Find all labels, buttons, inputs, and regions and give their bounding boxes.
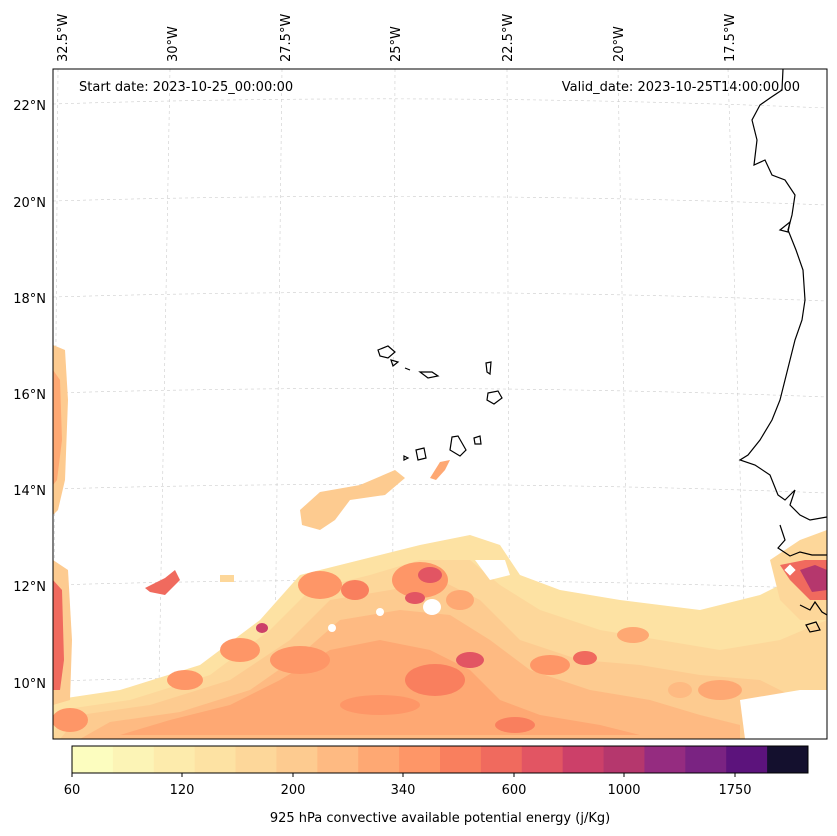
colorbar-segment (153, 746, 196, 773)
island-santo-antao (377, 345, 396, 359)
lon-label: 22.5°W (501, 14, 516, 62)
colorbar-segment (726, 746, 768, 773)
coastlines (377, 69, 827, 633)
colorbar-tick-label: 600 (502, 783, 527, 798)
colorbar-segment (644, 746, 686, 773)
longitude-labels: 32.5°W 30°W 27.5°W 25°W 22.5°W 20°W 17.5… (56, 14, 738, 62)
lon-label: 32.5°W (56, 14, 71, 62)
colorbar-segment (317, 746, 359, 773)
lat-label: 20°N (13, 196, 46, 211)
start-date-label: Start date: 2023-10-25_00:00:00 (79, 80, 293, 95)
lat-label: 16°N (13, 388, 46, 403)
colorbar-tick-label: 60 (64, 783, 81, 798)
lat-label: 12°N (13, 580, 46, 595)
colorbar-segment (685, 746, 727, 773)
valid-date-label: Valid_date: 2023-10-25T14:00:00.00 (562, 80, 800, 95)
colorbar-segment (480, 746, 523, 773)
colorbar-border (71, 745, 809, 774)
colorbar-segment (521, 746, 564, 773)
map-content (53, 69, 827, 739)
colorbar-tick-label: 340 (391, 783, 416, 798)
colorbar-title: 925 hPa convective available potential e… (270, 811, 610, 826)
cape-field (53, 345, 827, 739)
lon-label: 25°W (389, 26, 404, 62)
colorbar-segment (562, 746, 605, 773)
colorbar-segment (358, 746, 400, 773)
lat-label: 22°N (13, 99, 46, 114)
colorbar-segment (194, 746, 237, 773)
map-border (52, 68, 828, 740)
colorbar-segment (399, 746, 441, 773)
lon-label: 27.5°W (279, 14, 294, 62)
colorbar-segment (235, 746, 277, 773)
colorbar-tick-label: 120 (170, 783, 195, 798)
colorbar-tick-label: 1750 (718, 783, 751, 798)
colorbar-segment (276, 746, 318, 773)
colorbar-segment (112, 746, 155, 773)
latitude-labels: 22°N 20°N 18°N 16°N 14°N 12°N 10°N (13, 99, 46, 692)
colorbar-segment (72, 746, 114, 773)
lon-label: 17.5°W (723, 14, 738, 62)
colorbar-segment (603, 746, 645, 773)
colorbar-tick-label: 1000 (607, 783, 640, 798)
colorbar-ticks: 60 120 200 340 600 1000 1750 (64, 783, 752, 798)
lat-label: 10°N (13, 677, 46, 692)
lon-label: 30°W (166, 26, 181, 62)
africa-coastline (738, 69, 827, 521)
lat-label: 14°N (13, 484, 46, 499)
colorbar-segment (440, 746, 482, 773)
lat-label: 18°N (13, 292, 46, 307)
colorbar (71, 745, 809, 777)
colorbar-segment (767, 746, 809, 773)
lon-label: 20°W (612, 26, 627, 62)
colorbar-tick-label: 200 (281, 783, 306, 798)
